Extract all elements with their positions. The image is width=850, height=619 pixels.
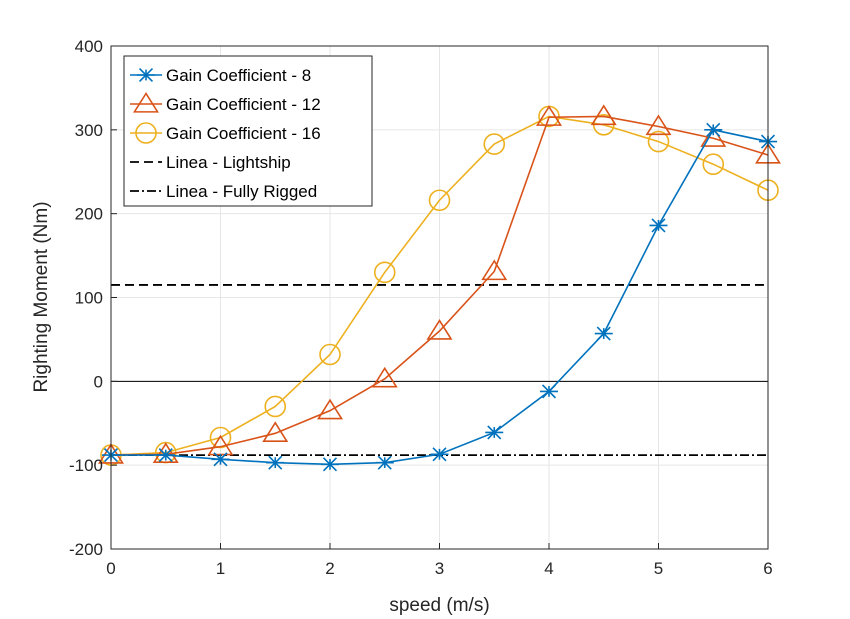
series-2-point	[317, 398, 343, 420]
legend-entry-2: Gain Coefficient - 12	[130, 91, 321, 114]
series-1-point	[211, 452, 230, 467]
legend: Gain Coefficient - 8 Gain Coefficient - 1…	[123, 55, 373, 207]
legend-swatch-marker	[137, 67, 155, 83]
series-1-point	[485, 425, 504, 440]
x-tick-label: 6	[763, 559, 772, 578]
series-2-line	[110, 115, 769, 456]
series-2-point	[262, 421, 289, 442]
legend-entry-3: Gain Coefficient - 16	[130, 122, 321, 144]
legend-box	[123, 55, 373, 207]
series-2	[98, 104, 781, 464]
y-tick-label: -200	[69, 540, 103, 559]
series-2-point	[481, 259, 508, 281]
series-1-point	[266, 455, 285, 470]
series-3-point	[373, 261, 396, 284]
series-1-point	[594, 326, 613, 341]
legend-label: Gain Coefficient - 16	[166, 124, 321, 143]
legend-label: Linea - Fully Rigged	[166, 182, 317, 201]
series-1-point	[649, 218, 668, 233]
series-3-point	[428, 189, 451, 212]
series-2-point	[536, 105, 562, 126]
legend-entry-5: Linea - Fully Rigged	[130, 182, 317, 201]
x-axis-ticks: 0 1 2 3 4 5 6	[106, 543, 773, 578]
y-tick-label: 0	[94, 372, 103, 391]
y-tick-label: 300	[75, 121, 103, 140]
series-2-point	[426, 319, 453, 340]
series-2-point	[645, 114, 672, 136]
series-3-point	[702, 153, 725, 176]
series-2-point	[371, 366, 398, 388]
y-tick-label: 200	[75, 205, 103, 224]
series-1-point	[375, 455, 394, 470]
x-tick-label: 3	[435, 559, 444, 578]
series-1-point	[156, 448, 175, 463]
legend-swatch-marker	[135, 122, 157, 144]
series-2-point	[152, 442, 179, 463]
y-tick-label: 100	[75, 289, 103, 308]
x-tick-label: 5	[654, 559, 663, 578]
x-tick-label: 1	[216, 559, 225, 578]
y-axis-label: Righting Moment (Nm)	[31, 201, 52, 392]
series-3-point	[264, 395, 287, 418]
series-3-point	[319, 343, 341, 366]
series-3-point	[647, 130, 670, 153]
x-tick-label: 4	[544, 559, 553, 578]
series-1	[102, 122, 777, 472]
series-2-point	[590, 104, 617, 126]
series-1-point	[430, 447, 449, 462]
series-2-point	[700, 126, 727, 147]
series-3-point	[483, 133, 506, 155]
y-tick-label: -100	[69, 456, 103, 475]
legend-label: Gain Coefficient - 8	[166, 66, 311, 85]
legend-entry-1: Gain Coefficient - 8	[130, 66, 311, 85]
x-tick-label: 2	[325, 559, 334, 578]
y-tick-label: 400	[75, 37, 103, 56]
x-tick-label: 0	[106, 559, 115, 578]
y-axis-ticks: -200 -100 0 100 200 300 400	[69, 37, 117, 559]
series-1-point	[540, 384, 558, 399]
series-1-point	[321, 457, 339, 472]
series-1-point	[704, 122, 723, 137]
legend-entry-4: Linea - Lightship	[130, 153, 291, 172]
legend-swatch-marker	[133, 91, 159, 113]
legend-label: Gain Coefficient - 12	[166, 95, 321, 114]
legend-label: Linea - Lightship	[166, 153, 291, 172]
x-axis-label: speed (m/s)	[389, 595, 489, 616]
